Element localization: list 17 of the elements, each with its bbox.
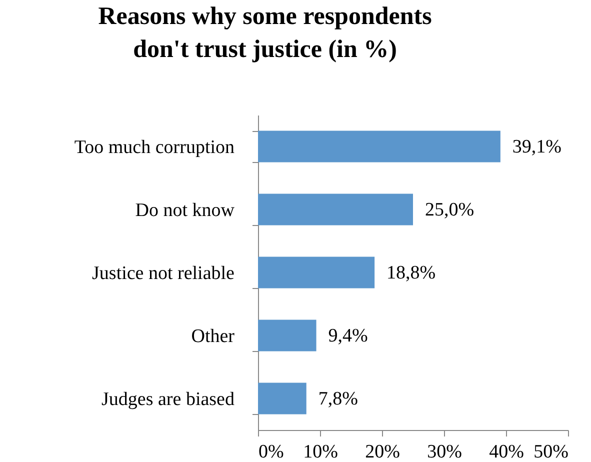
data-label: 18,8% [386, 262, 436, 284]
y-tick-label: Judges are biased [102, 389, 235, 410]
x-tick-label: 10% [303, 442, 338, 462]
y-tick-label: Other [191, 326, 236, 347]
data-label: 7,8% [318, 388, 358, 410]
y-tick-label: Too much corruption [74, 137, 235, 158]
x-tick-label: 20% [365, 442, 400, 462]
y-tick-label: Do not know [135, 200, 235, 221]
data-label: 25,0% [425, 200, 474, 220]
x-tick-label: 30% [427, 442, 462, 462]
y-tick-label: Justice not reliable [92, 263, 234, 284]
x-tick-label: 40% [489, 442, 524, 462]
data-label: 39,1% [512, 136, 562, 158]
x-tick-label: 0% [258, 442, 284, 462]
x-tick-label: 50% [534, 442, 569, 462]
chart-title: Reasons why some respondents don't trust justice (in %) [98, 3, 432, 63]
data-label: 9,4% [328, 326, 368, 346]
